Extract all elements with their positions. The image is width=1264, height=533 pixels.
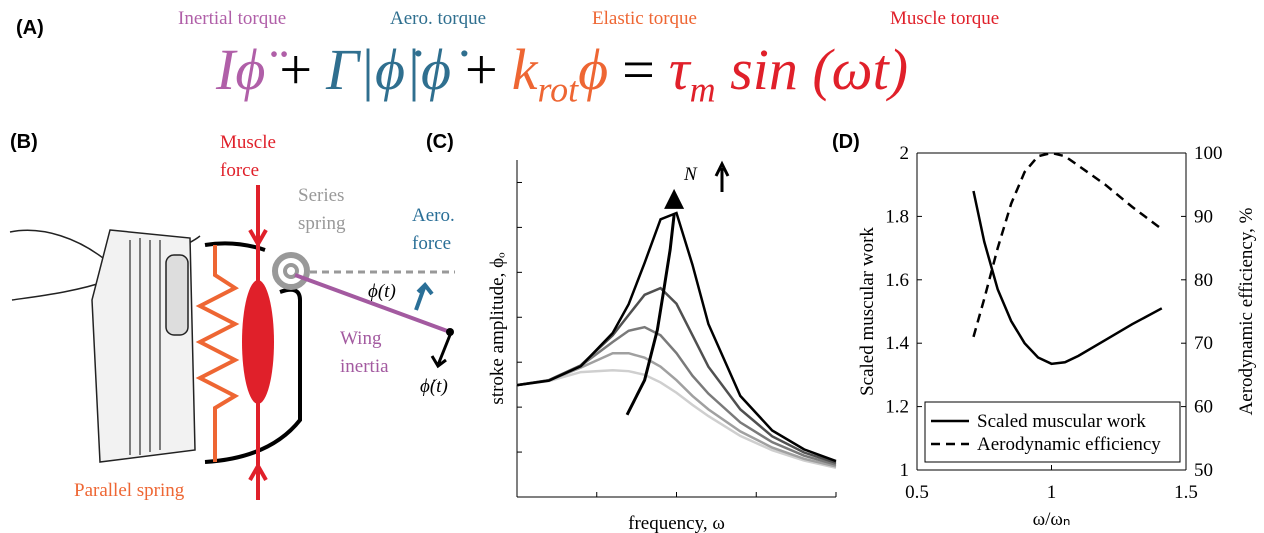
thorax-sketch — [9, 229, 201, 463]
wing-inertia-label: Wing — [340, 328, 382, 349]
equation-term: τm sin (ωt) — [669, 36, 908, 111]
y-tick-label: 2 — [900, 143, 910, 164]
data-line — [972, 190, 1163, 366]
y-tick-label: 1.6 — [885, 270, 909, 291]
legend-label: Aerodynamic efficiency — [977, 434, 1161, 455]
panel-label: (C) — [426, 131, 454, 153]
legend-box — [924, 401, 1181, 463]
x-tick-label: 0.5 — [905, 482, 929, 503]
term-subscript: rot — [537, 69, 579, 110]
legend-label: Scaled muscular work — [977, 411, 1146, 432]
y2-tick-label: 100 — [1194, 143, 1223, 164]
equation-term: krotϕ — [512, 36, 608, 111]
y-axis-label: Scaled muscular work — [857, 227, 878, 396]
data-line — [516, 369, 837, 470]
annotation-arrow — [714, 160, 730, 192]
aero-force-label: Aero. — [412, 205, 455, 226]
torque-label: Muscle torque — [890, 8, 999, 29]
y-axis-label: stroke amplitude, ϕₒ — [487, 252, 508, 405]
term-tail: sin (ωt) — [715, 37, 909, 102]
torque-label: Inertial torque — [178, 8, 286, 29]
velocity-label: ϕ̇(t) — [420, 376, 448, 397]
series-spring-label: Series — [298, 185, 344, 206]
data-line — [972, 151, 1163, 338]
y2-tick-label: 90 — [1194, 206, 1213, 227]
term-base: τ — [668, 37, 690, 102]
data-line — [516, 351, 837, 468]
equation-term: Γ|ϕ̇|ϕ̇ — [326, 37, 451, 102]
parallel-spring-label: Parallel spring — [74, 480, 185, 501]
torque-label: Aero. torque — [390, 8, 486, 29]
y-tick-label: 1 — [900, 460, 910, 481]
x-axis-label: frequency, ω — [628, 513, 725, 533]
term-base: k — [511, 37, 538, 102]
diagram-labels: Muscle force Series spring Aero. force ϕ(t) Win… — [74, 132, 455, 501]
y2-axis-label: Aerodynamic efficiency, % — [1236, 207, 1257, 415]
trend-arrowhead — [664, 188, 685, 209]
muscle-force-label: Muscle — [220, 132, 276, 153]
y2-tick-label: 80 — [1194, 270, 1213, 291]
y-tick-label: 1.4 — [885, 333, 909, 354]
y-tick-label: 1.2 — [885, 397, 909, 418]
muscle-force-label: force — [220, 160, 259, 181]
annotation: N — [683, 164, 698, 185]
aero-force-label: force — [412, 233, 451, 254]
data-line — [625, 214, 676, 416]
term-tail: ϕ — [578, 37, 609, 102]
data-line — [516, 211, 837, 463]
y2-tick-label: 60 — [1194, 397, 1213, 418]
equation-operator: + — [464, 37, 498, 102]
y-tick-label: 1.8 — [885, 206, 909, 227]
diagram-shapes — [195, 185, 455, 500]
equation: Iϕ̈ + Γ|ϕ̇|ϕ̇ + krotϕ = τm sin (ωt) — [216, 36, 908, 111]
x-tick-label: 1 — [1047, 482, 1057, 503]
wing-inertia-label: inertia — [340, 356, 389, 377]
y2-tick-label: 50 — [1194, 460, 1213, 481]
panel-label: (D) — [832, 131, 860, 153]
y2-tick-label: 70 — [1194, 333, 1213, 354]
panel-label: (B) — [10, 131, 38, 153]
equation-term: Iϕ̈ — [216, 37, 266, 102]
angle-label: ϕ(t) — [368, 281, 396, 302]
torque-label: Elastic torque — [592, 8, 697, 29]
series-spring-label: spring — [298, 213, 346, 234]
term-subscript: m — [689, 69, 716, 110]
x-tick-label: 1.5 — [1174, 482, 1198, 503]
panel-label: (A) — [16, 17, 44, 39]
x-axis-label: ω/ωₙ — [1033, 509, 1071, 530]
equation-operator: = — [622, 37, 655, 102]
equation-operator: + — [279, 37, 313, 102]
